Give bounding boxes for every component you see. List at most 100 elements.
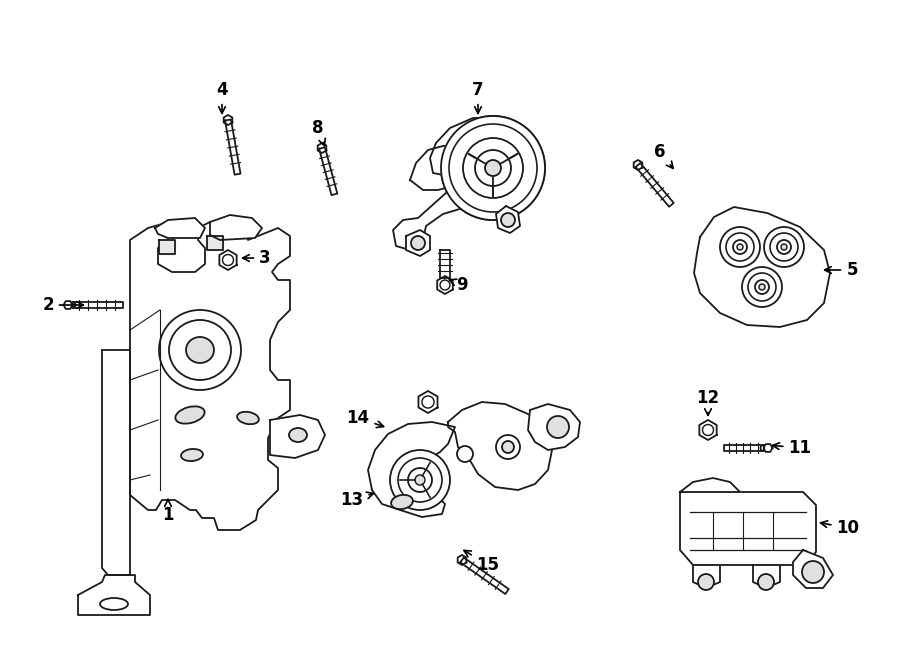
Ellipse shape: [237, 412, 259, 424]
Circle shape: [781, 244, 787, 250]
Text: 8: 8: [312, 119, 325, 146]
Circle shape: [222, 254, 233, 265]
Circle shape: [759, 284, 765, 290]
Circle shape: [502, 441, 514, 453]
Circle shape: [742, 267, 782, 307]
Circle shape: [422, 396, 434, 408]
Circle shape: [485, 160, 501, 176]
Ellipse shape: [169, 320, 231, 380]
Polygon shape: [528, 404, 580, 450]
Ellipse shape: [289, 428, 307, 442]
Polygon shape: [694, 207, 830, 327]
Text: 12: 12: [697, 389, 720, 415]
Ellipse shape: [159, 310, 241, 390]
Polygon shape: [680, 478, 740, 492]
Circle shape: [440, 280, 450, 290]
Polygon shape: [635, 163, 674, 207]
Text: 6: 6: [654, 143, 673, 168]
Polygon shape: [460, 557, 508, 594]
Circle shape: [449, 124, 537, 212]
Polygon shape: [393, 118, 530, 250]
Ellipse shape: [100, 598, 128, 610]
Circle shape: [764, 227, 804, 267]
Circle shape: [441, 116, 545, 220]
Polygon shape: [699, 420, 716, 440]
Polygon shape: [64, 301, 73, 309]
Circle shape: [415, 475, 425, 485]
Circle shape: [408, 468, 432, 492]
Polygon shape: [448, 402, 552, 490]
Text: 15: 15: [464, 550, 500, 574]
Polygon shape: [418, 391, 437, 413]
Circle shape: [770, 233, 798, 261]
Text: 14: 14: [346, 409, 383, 428]
Polygon shape: [753, 565, 780, 588]
Ellipse shape: [69, 302, 76, 308]
Text: 9: 9: [449, 276, 468, 294]
Polygon shape: [406, 230, 430, 256]
Text: 10: 10: [821, 519, 860, 537]
Ellipse shape: [186, 337, 214, 363]
Polygon shape: [225, 119, 240, 175]
Polygon shape: [680, 492, 816, 565]
Polygon shape: [410, 146, 463, 190]
Ellipse shape: [181, 449, 203, 461]
Circle shape: [501, 213, 515, 227]
Polygon shape: [158, 240, 176, 254]
Circle shape: [457, 446, 473, 462]
Circle shape: [449, 124, 537, 212]
Text: 5: 5: [824, 261, 858, 279]
Text: 3: 3: [243, 249, 271, 267]
Polygon shape: [368, 422, 455, 517]
Polygon shape: [270, 415, 325, 458]
Polygon shape: [440, 250, 450, 278]
Circle shape: [737, 244, 743, 250]
Polygon shape: [73, 302, 122, 308]
Ellipse shape: [176, 406, 204, 424]
Circle shape: [411, 236, 425, 250]
Circle shape: [496, 435, 520, 459]
Text: 11: 11: [772, 439, 812, 457]
Polygon shape: [130, 222, 290, 530]
Circle shape: [703, 424, 714, 436]
Text: 2: 2: [42, 296, 84, 314]
Circle shape: [755, 280, 769, 294]
Circle shape: [726, 233, 754, 261]
Polygon shape: [437, 276, 453, 294]
Circle shape: [547, 416, 569, 438]
Circle shape: [463, 138, 523, 198]
Polygon shape: [793, 550, 833, 588]
Ellipse shape: [392, 495, 413, 509]
Circle shape: [720, 227, 760, 267]
Circle shape: [475, 150, 511, 186]
Polygon shape: [78, 575, 150, 615]
Circle shape: [398, 458, 442, 502]
Text: 4: 4: [216, 81, 228, 113]
Circle shape: [463, 138, 523, 198]
Polygon shape: [210, 215, 262, 240]
Polygon shape: [207, 236, 223, 250]
Polygon shape: [724, 445, 763, 451]
Polygon shape: [693, 565, 720, 588]
Circle shape: [390, 450, 450, 510]
Text: 7: 7: [472, 81, 484, 113]
Circle shape: [748, 273, 776, 301]
Polygon shape: [320, 147, 338, 195]
Polygon shape: [634, 160, 643, 170]
Circle shape: [698, 574, 714, 590]
Polygon shape: [318, 143, 327, 153]
Polygon shape: [496, 206, 520, 233]
Text: 1: 1: [162, 500, 174, 524]
Circle shape: [441, 116, 545, 220]
Circle shape: [777, 240, 791, 254]
Polygon shape: [224, 115, 232, 125]
Polygon shape: [102, 350, 130, 575]
Circle shape: [475, 150, 511, 186]
Polygon shape: [763, 444, 772, 452]
Polygon shape: [220, 250, 237, 270]
Circle shape: [733, 240, 747, 254]
Circle shape: [802, 561, 824, 583]
Circle shape: [758, 574, 774, 590]
Polygon shape: [155, 218, 205, 238]
Text: 13: 13: [340, 491, 374, 509]
